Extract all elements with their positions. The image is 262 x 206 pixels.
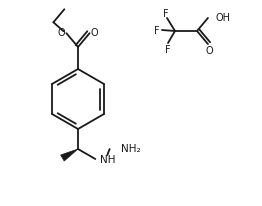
Text: F: F xyxy=(154,26,160,36)
Text: F: F xyxy=(163,9,169,19)
Text: NH₂: NH₂ xyxy=(121,143,140,153)
Text: O: O xyxy=(205,46,213,56)
Text: F: F xyxy=(165,45,171,55)
Text: O: O xyxy=(91,28,99,38)
Text: OH: OH xyxy=(216,13,231,23)
Text: NH: NH xyxy=(100,154,116,164)
Polygon shape xyxy=(61,149,78,161)
Text: O: O xyxy=(58,28,65,38)
